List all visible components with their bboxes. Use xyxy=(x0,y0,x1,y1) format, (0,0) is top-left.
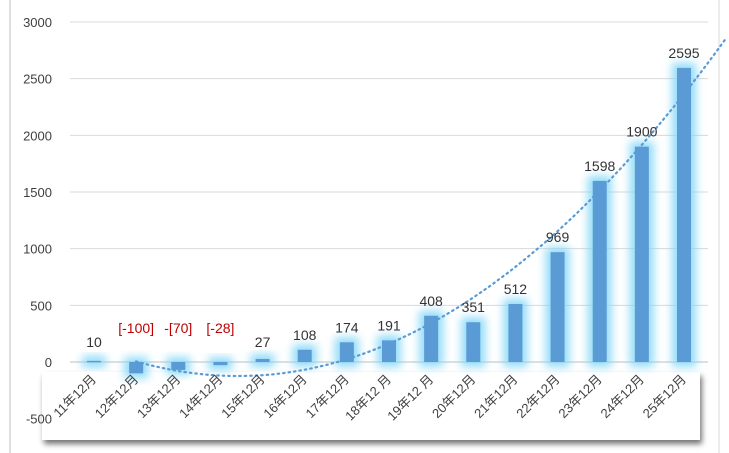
data-label: 512 xyxy=(504,281,528,297)
data-label: 10 xyxy=(86,334,102,350)
bar xyxy=(677,67,691,363)
data-label: 351 xyxy=(462,299,486,315)
data-label: 408 xyxy=(419,293,443,309)
data-label: 108 xyxy=(293,327,317,343)
data-label: 191 xyxy=(377,317,401,333)
data-labels: 10 [-100] -[70] [-28] 27 108 174 191 408 351 512 96… xyxy=(86,45,700,350)
y-tick-label: 2500 xyxy=(23,72,52,87)
bar xyxy=(634,146,649,362)
bar xyxy=(171,362,186,370)
data-label: 969 xyxy=(546,229,570,245)
data-label: 27 xyxy=(255,334,271,350)
bar xyxy=(213,362,228,366)
bar xyxy=(339,342,354,362)
data-label: 1598 xyxy=(584,158,615,174)
y-tick-label: 1000 xyxy=(23,242,52,257)
bar xyxy=(129,362,144,374)
bar xyxy=(466,322,481,362)
bar xyxy=(550,252,565,362)
y-tick-label: 1500 xyxy=(23,185,52,200)
bar xyxy=(297,349,312,362)
data-label: 2595 xyxy=(668,45,699,61)
data-label: [-100] xyxy=(118,320,154,336)
bar xyxy=(592,180,607,362)
bar xyxy=(87,360,101,363)
trendline-path xyxy=(135,37,728,378)
x-axis-band-bg xyxy=(42,372,700,440)
data-label: [-28] xyxy=(206,320,234,336)
y-axis: -500 0 500 1000 1500 2000 2500 3000 xyxy=(23,15,52,427)
y-tick-label: 3000 xyxy=(23,15,52,30)
bars xyxy=(87,67,691,374)
y-tick-label: 500 xyxy=(30,298,52,313)
y-tick-label: -500 xyxy=(26,412,52,427)
data-label: 174 xyxy=(335,319,359,335)
bar xyxy=(255,358,270,362)
data-label: 1900 xyxy=(626,124,657,140)
y-tick-label: 2000 xyxy=(23,128,52,143)
bar xyxy=(508,303,523,362)
y-tick-label: 0 xyxy=(45,355,52,370)
gridlines xyxy=(9,0,720,453)
trendline xyxy=(135,37,728,378)
data-label: -[70] xyxy=(164,320,192,336)
bar xyxy=(424,315,439,362)
